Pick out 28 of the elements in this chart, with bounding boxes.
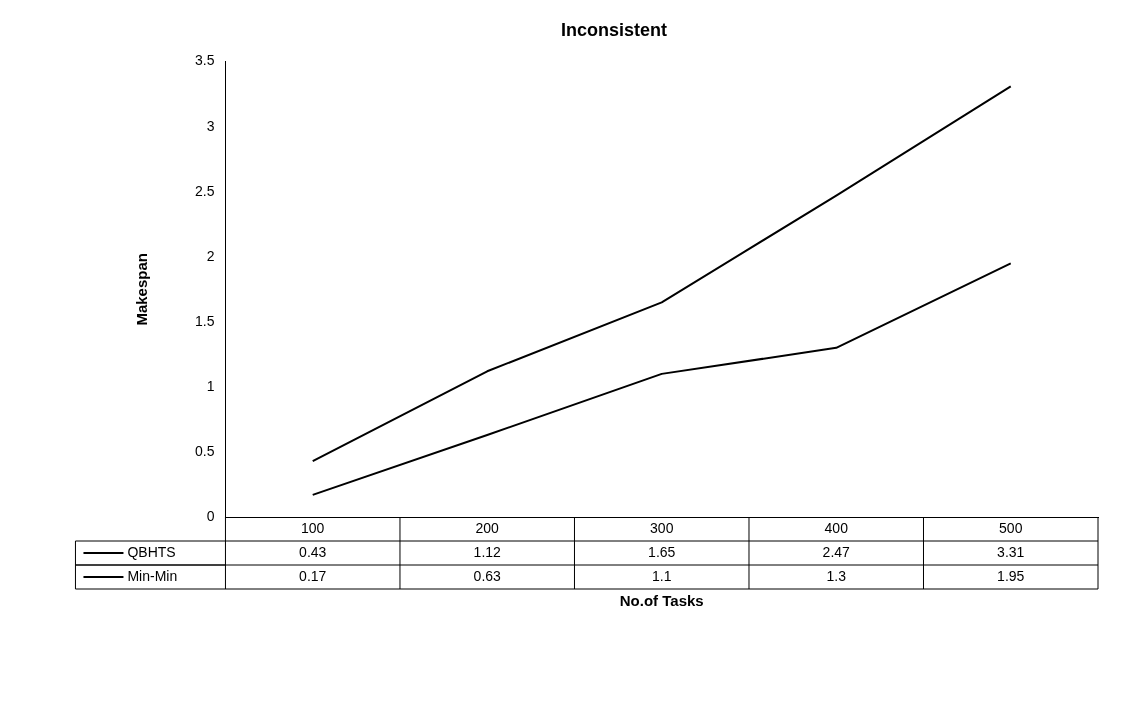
data-label: 1.3 <box>826 567 847 584</box>
y-tick-label: 2 <box>206 247 215 264</box>
y-tick-label: 0 <box>206 507 215 524</box>
chart-title: Inconsistent <box>560 19 668 40</box>
data-label: 2.47 <box>822 543 851 560</box>
y-tick-label: 3 <box>206 117 215 134</box>
data-label: 1.12 <box>473 543 502 560</box>
y-tick-label: 1 <box>206 377 215 394</box>
data-label: 1.95 <box>997 567 1025 584</box>
data-label: 0.63 <box>473 567 502 584</box>
y-tick-label: 1.5 <box>194 312 215 329</box>
legend-label: QBHTS <box>127 543 176 560</box>
y-tick-label: 0.5 <box>194 442 215 459</box>
data-label: 0.17 <box>299 567 327 584</box>
y-tick-label: 2.5 <box>194 182 215 199</box>
data-label: 1.1 <box>652 567 672 584</box>
x-tick-label: 300 <box>650 519 674 536</box>
data-label: 3.31 <box>997 543 1025 560</box>
x-tick-label: 200 <box>475 519 500 536</box>
y-axis-title: Makespan <box>133 253 151 326</box>
x-tick-label: 100 <box>301 519 325 536</box>
x-axis-title: No.of Tasks <box>619 592 704 610</box>
data-label: 0.43 <box>299 543 327 560</box>
y-tick-label: 3.5 <box>194 52 215 69</box>
x-tick-label: 500 <box>999 519 1023 536</box>
x-tick-label: 400 <box>824 519 849 536</box>
data-label: 1.65 <box>648 543 676 560</box>
legend-label: Min-Min <box>127 567 178 584</box>
